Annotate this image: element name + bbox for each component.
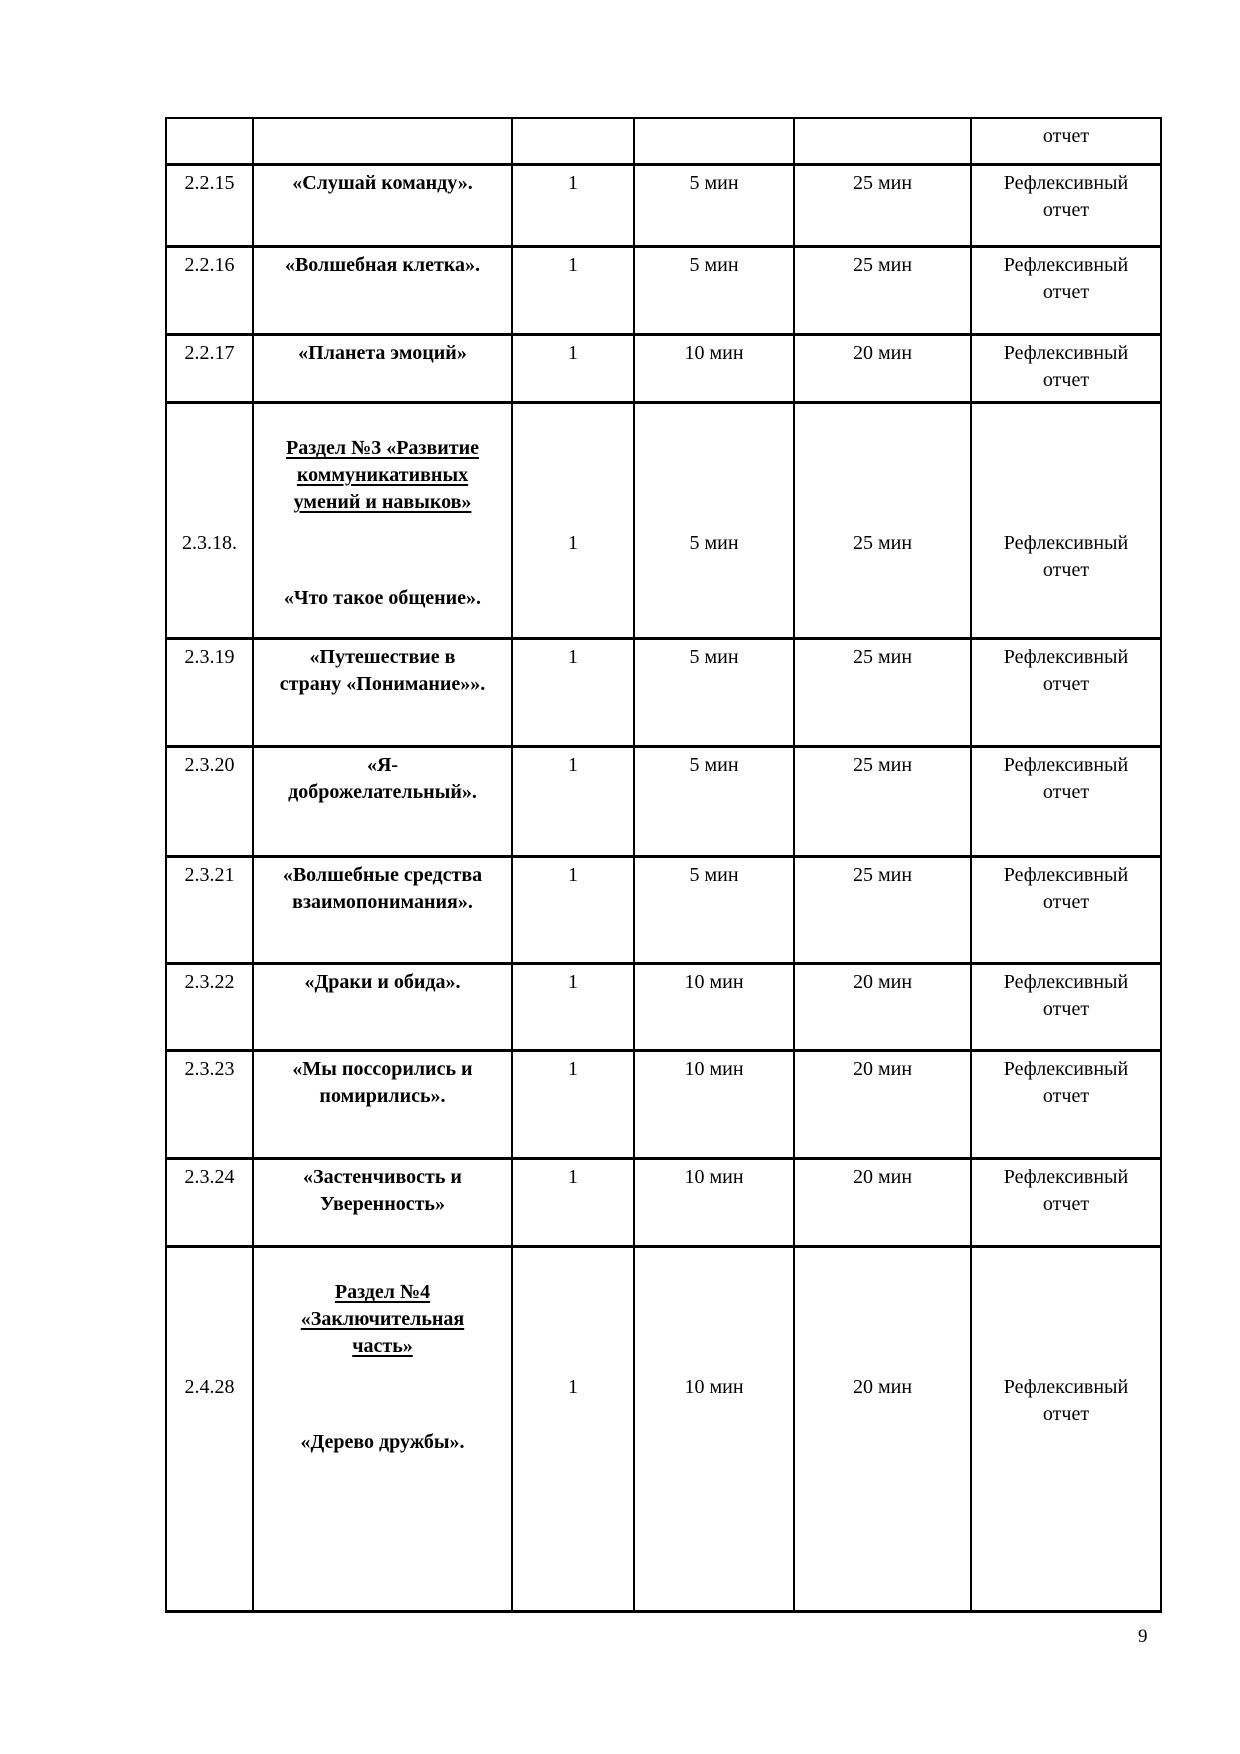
section-heading: Раздел №3 «Развитие коммуникативных умен… — [285, 437, 479, 513]
duration-1-cell: 5 мин — [635, 166, 795, 248]
duration-1-cell: 10 мин — [635, 336, 795, 404]
index-cell: 2.2.17 — [167, 336, 254, 404]
count-cell: 1 — [513, 336, 635, 404]
duration-2-cell: 25 мин — [795, 640, 972, 748]
title-cell: «Застенчивость и Уверенность» — [254, 1160, 513, 1248]
index-cell: 2.2.16 — [167, 248, 254, 336]
duration-2-value: 20 мин — [852, 1376, 913, 1398]
count-cell: 1 — [513, 404, 635, 640]
duration-2-cell: 25 мин — [795, 748, 972, 858]
duration-1-cell: 10 мин — [635, 965, 795, 1052]
report-cell: Рефлексивный отчет — [972, 858, 1160, 965]
title-cell — [254, 119, 513, 166]
duration-2-value: 25 мин — [852, 532, 913, 554]
duration-2-cell: 25 мин — [795, 248, 972, 336]
duration-1-cell: 5 мин — [635, 748, 795, 858]
report-value: Рефлексивный отчет — [1003, 1376, 1129, 1425]
count-value: 1 — [568, 532, 578, 554]
duration-2-cell: 25 мин — [795, 404, 972, 640]
count-cell: 1 — [513, 640, 635, 748]
count-cell — [513, 119, 635, 166]
duration-1-cell: 10 мин — [635, 1160, 795, 1248]
report-cell: Рефлексивный отчет — [972, 166, 1160, 248]
title-cell: Раздел №4 «Заключительная часть» «Дерево… — [254, 1248, 513, 1610]
title-cell: «Я- доброжелательный». — [254, 748, 513, 858]
count-cell: 1 — [513, 748, 635, 858]
schedule-table: отчет 2.2.15 «Слушай команду». 1 5 мин 2… — [165, 117, 1162, 1613]
count-cell: 1 — [513, 166, 635, 248]
activity-title: «Дерево дружбы». — [300, 1431, 465, 1453]
report-cell: Рефлексивный отчет — [972, 965, 1160, 1052]
row-index: 2.3.18. — [182, 532, 237, 554]
count-value: 1 — [568, 1376, 578, 1398]
title-cell: «Путешествие в страну «Понимание»». — [254, 640, 513, 748]
index-cell: 2.3.21 — [167, 858, 254, 965]
activity-title: «Что такое общение». — [283, 587, 482, 609]
duration-1-cell: 5 мин — [635, 858, 795, 965]
row-index: 2.4.28 — [184, 1376, 235, 1398]
duration-2-cell: 20 мин — [795, 1052, 972, 1160]
title-cell: Раздел №3 «Развитие коммуникативных умен… — [254, 404, 513, 640]
title-cell: «Волшебная клетка». — [254, 248, 513, 336]
duration-2-cell: 20 мин — [795, 1160, 972, 1248]
index-cell: 2.4.28 — [167, 1248, 254, 1610]
duration-2-cell: 25 мин — [795, 858, 972, 965]
count-cell: 1 — [513, 1052, 635, 1160]
report-value: Рефлексивный отчет — [1003, 532, 1129, 581]
index-cell: 2.3.18. — [167, 404, 254, 640]
duration-1-cell: 5 мин — [635, 248, 795, 336]
duration-1-cell: 5 мин — [635, 404, 795, 640]
report-cell: Рефлексивный отчет — [972, 1160, 1160, 1248]
report-cell: Рефлексивный отчет — [972, 1248, 1160, 1610]
title-cell: «Планета эмоций» — [254, 336, 513, 404]
count-cell: 1 — [513, 1248, 635, 1610]
duration-2-cell: 20 мин — [795, 1248, 972, 1610]
title-cell: «Мы поссорились и помирились». — [254, 1052, 513, 1160]
count-cell: 1 — [513, 965, 635, 1052]
title-cell: «Слушай команду». — [254, 166, 513, 248]
report-cell: Рефлексивный отчет — [972, 1052, 1160, 1160]
duration-2-cell: 25 мин — [795, 166, 972, 248]
index-cell: 2.3.19 — [167, 640, 254, 748]
duration-1-cell — [635, 119, 795, 166]
title-cell: «Волшебные средства взаимопонимания». — [254, 858, 513, 965]
count-cell: 1 — [513, 858, 635, 965]
duration-1-cell: 10 мин — [635, 1052, 795, 1160]
duration-1-cell: 5 мин — [635, 640, 795, 748]
report-cell: Рефлексивный отчет — [972, 640, 1160, 748]
duration-2-cell: 20 мин — [795, 965, 972, 1052]
duration-1-cell: 10 мин — [635, 1248, 795, 1610]
index-cell: 2.3.23 — [167, 1052, 254, 1160]
title-cell: «Драки и обида». — [254, 965, 513, 1052]
count-cell: 1 — [513, 1160, 635, 1248]
report-cell: Рефлексивный отчет — [972, 248, 1160, 336]
index-cell — [167, 119, 254, 166]
index-cell: 2.3.20 — [167, 748, 254, 858]
page-number: 9 — [1138, 1626, 1148, 1647]
duration-1-value: 10 мин — [684, 1376, 744, 1398]
report-cell: Рефлексивный отчет — [972, 748, 1160, 858]
report-cell: Рефлексивный отчет — [972, 336, 1160, 404]
count-cell: 1 — [513, 248, 635, 336]
report-cell: отчет — [972, 119, 1160, 166]
duration-2-cell — [795, 119, 972, 166]
index-cell: 2.3.22 — [167, 965, 254, 1052]
index-cell: 2.2.15 — [167, 166, 254, 248]
duration-2-cell: 20 мин — [795, 336, 972, 404]
duration-1-value: 5 мин — [689, 532, 739, 554]
index-cell: 2.3.24 — [167, 1160, 254, 1248]
section-heading: Раздел №4 «Заключительная часть» — [300, 1281, 465, 1357]
report-cell: Рефлексивный отчет — [972, 404, 1160, 640]
